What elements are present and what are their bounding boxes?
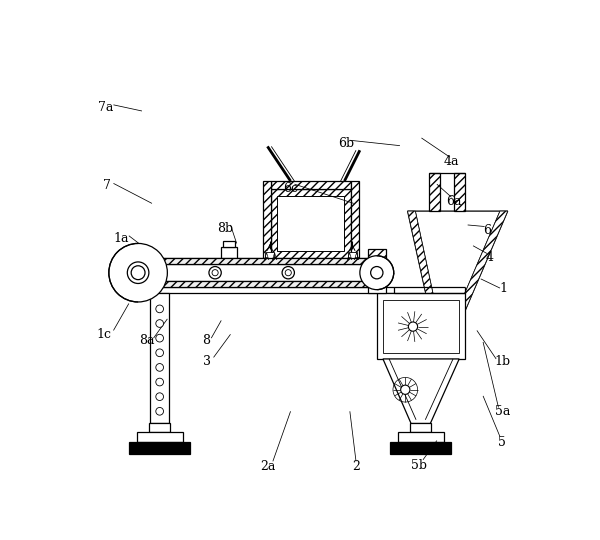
Circle shape	[156, 305, 164, 313]
Circle shape	[156, 408, 164, 415]
Bar	[221, 247, 236, 258]
Bar	[368, 249, 386, 258]
Bar	[138, 287, 394, 294]
Bar	[137, 432, 183, 442]
Bar	[398, 432, 444, 442]
Text: 1b: 1b	[494, 355, 511, 368]
Text: A: A	[354, 253, 359, 262]
Text: 4a: 4a	[444, 154, 459, 167]
Polygon shape	[454, 211, 508, 323]
Circle shape	[360, 256, 394, 289]
Bar	[263, 181, 271, 258]
Circle shape	[212, 269, 218, 276]
Bar	[129, 442, 190, 454]
Bar	[151, 294, 169, 423]
Bar	[368, 258, 386, 294]
Bar	[410, 423, 431, 432]
Text: A: A	[264, 253, 269, 262]
Bar	[347, 252, 357, 260]
Circle shape	[156, 320, 164, 327]
Circle shape	[285, 269, 292, 276]
Circle shape	[282, 267, 295, 279]
Bar	[412, 423, 430, 424]
Text: 6: 6	[483, 224, 491, 237]
Bar	[223, 241, 235, 247]
Bar	[390, 442, 451, 454]
Text: 2a: 2a	[260, 460, 275, 473]
Text: 6b: 6b	[338, 137, 354, 150]
Circle shape	[131, 266, 145, 280]
Text: A: A	[346, 253, 352, 262]
Bar	[138, 258, 377, 264]
Circle shape	[401, 385, 410, 394]
Text: 8: 8	[202, 334, 210, 347]
Text: 8a: 8a	[140, 334, 155, 347]
Text: 6c: 6c	[283, 181, 298, 194]
Bar	[277, 195, 344, 251]
Bar	[265, 252, 274, 260]
Bar	[429, 173, 440, 211]
Bar	[138, 281, 377, 287]
Text: 7a: 7a	[98, 100, 113, 113]
Circle shape	[156, 378, 164, 386]
Circle shape	[209, 267, 221, 279]
Text: 6a: 6a	[446, 195, 461, 208]
Text: 8b: 8b	[217, 221, 233, 234]
Polygon shape	[383, 359, 459, 424]
Bar	[271, 189, 352, 258]
Bar	[383, 300, 459, 353]
Text: 5a: 5a	[494, 405, 510, 418]
Bar	[271, 181, 352, 189]
Text: 5: 5	[499, 436, 506, 449]
Text: 7: 7	[103, 179, 111, 192]
Bar	[454, 173, 464, 211]
Text: A: A	[272, 253, 277, 262]
Polygon shape	[407, 211, 508, 323]
Text: 5b: 5b	[411, 458, 427, 472]
Text: 1c: 1c	[96, 328, 111, 341]
Bar	[377, 294, 466, 359]
Circle shape	[156, 393, 164, 401]
Circle shape	[156, 363, 164, 372]
Circle shape	[127, 262, 149, 284]
Text: 4: 4	[486, 251, 494, 264]
Bar	[149, 423, 170, 432]
Circle shape	[109, 244, 167, 302]
Circle shape	[371, 267, 383, 279]
Circle shape	[156, 334, 164, 342]
Circle shape	[409, 322, 418, 331]
Polygon shape	[407, 211, 439, 323]
Text: 3: 3	[203, 355, 211, 368]
Text: 2: 2	[352, 460, 360, 473]
Bar	[352, 181, 359, 258]
Text: 1: 1	[500, 281, 508, 295]
Text: 1a: 1a	[113, 232, 129, 245]
Circle shape	[156, 349, 164, 356]
